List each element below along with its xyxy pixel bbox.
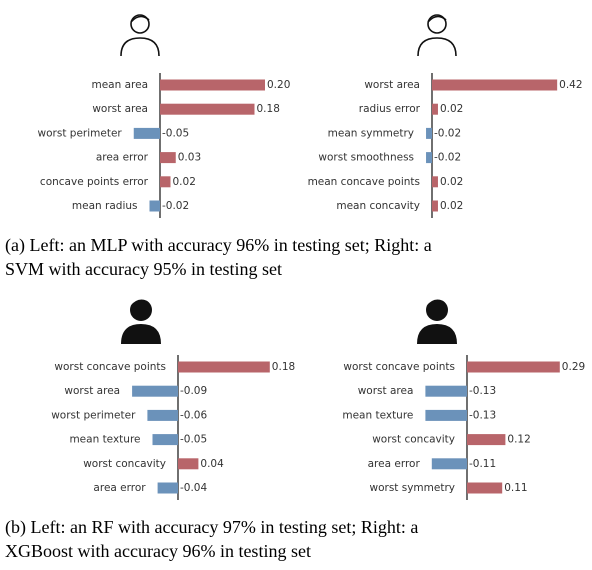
value-label: 0.03: [178, 152, 201, 164]
category-label: mean concavity: [336, 200, 420, 212]
bar: [160, 79, 265, 91]
bar: [432, 200, 438, 212]
category-label: area error: [96, 152, 149, 164]
value-label: -0.11: [469, 458, 496, 470]
bar: [432, 176, 438, 188]
category-label: worst concave points: [54, 361, 166, 373]
bar: [178, 361, 270, 373]
category-label: mean symmetry: [328, 127, 414, 139]
caption: (b) Left: an RF with accuracy 97% in tes…: [5, 517, 418, 538]
value-label: -0.04: [180, 482, 207, 494]
bar: [152, 434, 178, 446]
caption: SVM with accuracy 95% in testing set: [5, 259, 282, 279]
category-label: concave points error: [40, 176, 149, 188]
value-label: 0.02: [440, 103, 463, 115]
value-label: 0.20: [267, 79, 290, 91]
person-icon-outline: [120, 14, 160, 57]
value-label: -0.05: [162, 127, 189, 139]
value-label: -0.02: [434, 152, 461, 164]
category-label: worst perimeter: [38, 127, 123, 139]
category-label: worst perimeter: [51, 409, 136, 421]
category-label: area error: [93, 482, 146, 494]
person-icon-outline: [417, 14, 457, 57]
category-label: worst concavity: [83, 458, 166, 470]
category-label: mean area: [91, 79, 148, 91]
category-label: worst area: [364, 79, 420, 91]
bar: [133, 127, 160, 139]
category-label: worst concavity: [372, 434, 455, 446]
value-label: 0.11: [504, 482, 527, 494]
value-label: -0.02: [434, 127, 461, 139]
person-icon-filled: [121, 294, 161, 344]
bar: [426, 152, 432, 164]
value-label: -0.13: [469, 409, 496, 421]
category-label: worst area: [358, 385, 414, 397]
person-icon-filled: [417, 294, 457, 344]
caption: XGBoost with accuracy 96% in testing set: [5, 541, 311, 561]
bar: [149, 200, 160, 212]
bar: [467, 482, 503, 494]
value-label: 0.12: [507, 434, 530, 446]
bar: [132, 385, 178, 397]
bar: [425, 385, 467, 397]
category-label: worst smoothness: [318, 152, 414, 164]
category-label: worst concave points: [343, 361, 455, 373]
bar: [160, 103, 255, 115]
category-label: area error: [368, 458, 421, 470]
bar: [432, 79, 558, 91]
value-label: -0.13: [469, 385, 496, 397]
category-label: worst area: [64, 385, 120, 397]
caption: (a) Left: an MLP with accuracy 96% in te…: [5, 235, 432, 256]
value-label: 0.02: [440, 200, 463, 212]
category-label: worst symmetry: [369, 482, 455, 494]
category-label: mean concave points: [308, 176, 420, 188]
category-label: mean texture: [69, 434, 140, 446]
bar: [467, 361, 560, 373]
bar: [160, 176, 171, 188]
bar: [467, 434, 506, 446]
bar: [178, 458, 199, 470]
value-label: 0.02: [440, 176, 463, 188]
bar: [431, 458, 467, 470]
value-label: -0.05: [180, 434, 207, 446]
bar: [157, 482, 178, 494]
bar: [425, 409, 467, 421]
value-label: 0.18: [257, 103, 280, 115]
category-label: mean texture: [342, 409, 413, 421]
value-label: 0.42: [559, 79, 582, 91]
value-label: 0.29: [562, 361, 585, 373]
category-label: mean radius: [72, 200, 138, 212]
value-label: 0.02: [173, 176, 196, 188]
bar: [147, 409, 178, 421]
bar: [160, 152, 176, 164]
value-label: -0.06: [180, 409, 207, 421]
category-label: radius error: [359, 103, 421, 115]
value-label: -0.02: [162, 200, 189, 212]
category-label: worst area: [92, 103, 148, 115]
value-label: 0.18: [272, 361, 295, 373]
value-label: -0.09: [180, 385, 207, 397]
value-label: 0.04: [200, 458, 224, 470]
bar: [426, 127, 432, 139]
bar: [432, 103, 438, 115]
